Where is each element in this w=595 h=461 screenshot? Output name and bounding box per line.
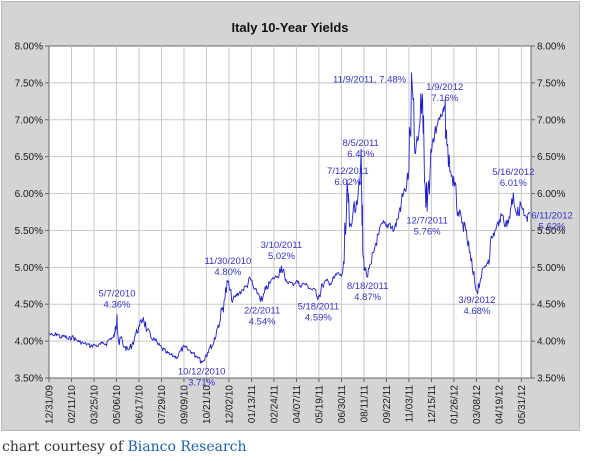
plot-area (48, 45, 532, 379)
x-tick-label: 02/24/11 (269, 385, 280, 424)
annotation-value-label: 5.62% (539, 222, 566, 233)
line-chart: 3.50% 3.50% 4.00% 4.00% 4.50% 4.50% 5.00% 5.00%… (15, 20, 573, 424)
annotation-value-label: 4.68% (463, 306, 490, 317)
annotation-date-label: 1/9/2012 (426, 82, 463, 93)
annotation-date-label: 11/30/2010 (204, 256, 251, 267)
x-tick-label: 06/30/11 (337, 385, 348, 424)
annotation-date-label: 7/12/2011 (327, 166, 369, 177)
annotation-value-label: 5.02% (268, 251, 295, 262)
y-axis-ticks: 3.50% 3.50% 4.00% 4.00% 4.50% 4.50% 5.00% 5.00%… (15, 42, 566, 385)
y-tick-label-right: 5.00% (537, 263, 565, 274)
annotation-value-label: 6.40% (347, 149, 374, 160)
y-tick-label-left: 6.00% (15, 189, 43, 200)
y-tick-label-right: 7.50% (537, 78, 565, 89)
y-tick-label-right: 5.50% (537, 226, 565, 237)
y-tick-label-right: 8.00% (537, 42, 565, 53)
y-tick-label-right: 7.00% (537, 115, 565, 126)
annotation-value-label: 4.80% (214, 267, 241, 278)
annotation-date-label: 5/18/2011 (298, 302, 340, 313)
x-tick-label: 01/26/12 (449, 385, 460, 424)
annotation-date-label: 2/2/2011 (244, 305, 280, 316)
annotation-value-label: 6.02% (334, 177, 361, 188)
caption-prefix: chart courtesy of (2, 439, 128, 455)
annotations: 5/7/20104.36%10/12/20103.71%11/30/20104.… (99, 74, 573, 388)
annotation-date-label: 5/7/2010 (99, 289, 136, 300)
annotation-date-label: 8/5/2011 (343, 138, 379, 149)
chart-caption: chart courtesy of Bianco Research (2, 439, 247, 455)
annotation-date-label: 11/9/2011, 7.48% (333, 74, 407, 85)
annotation-value-label: 5.76% (414, 226, 441, 237)
annotation-value-label: 4.59% (305, 313, 332, 324)
x-tick-label: 12/15/11 (427, 385, 438, 424)
y-tick-label-right: 4.50% (537, 300, 565, 311)
annotation-date-label: 12/7/2011 (406, 215, 448, 226)
x-tick-label: 12/31/09 (45, 385, 56, 424)
series-layer (48, 72, 530, 364)
x-tick-label: 05/06/10 (112, 385, 123, 424)
annotation-value-label: 6.01% (500, 178, 527, 189)
annotation-date-label: 3/9/2012 (458, 295, 495, 306)
annotation-date-label: 8/18/2011 (347, 281, 389, 292)
annotation-date-label: 6/11/2012 (531, 211, 573, 222)
x-tick-label: 02/11/10 (67, 385, 78, 424)
annotation-value-label: 3.71% (188, 378, 215, 389)
y-tick-label-left: 7.00% (15, 115, 43, 126)
y-tick-label-right: 6.50% (537, 152, 565, 163)
x-tick-label: 06/17/10 (134, 385, 145, 424)
y-tick-label-right: 6.00% (537, 189, 565, 200)
gridlines (49, 46, 531, 378)
y-tick-label-left: 8.00% (15, 42, 43, 53)
y-tick-label-left: 3.50% (15, 374, 43, 385)
x-tick-label: 01/13/11 (247, 385, 258, 424)
x-tick-label: 05/31/12 (517, 385, 528, 424)
x-tick-label: 07/29/10 (157, 385, 168, 424)
x-tick-label: 04/07/11 (292, 385, 303, 424)
yield-series-line (48, 72, 530, 364)
annotation-value-label: 7.16% (431, 93, 458, 104)
annotation-value-label: 4.36% (104, 300, 131, 311)
y-tick-label-right: 4.00% (537, 337, 565, 348)
x-tick-label: 08/11/11 (359, 385, 370, 423)
annotation-value-label: 4.87% (354, 292, 381, 303)
annotation-date-label: 3/10/2011 (261, 240, 303, 251)
chart-title: Italy 10-Year Yields (231, 20, 348, 35)
y-tick-label-left: 5.50% (15, 226, 43, 237)
y-tick-label-right: 3.50% (537, 374, 565, 385)
x-tick-label: 03/25/10 (89, 385, 100, 424)
x-tick-label: 05/19/11 (314, 385, 325, 424)
y-tick-label-left: 4.50% (15, 300, 43, 311)
source-link[interactable]: Bianco Research (127, 439, 247, 455)
y-tick-label-left: 7.50% (15, 78, 43, 89)
x-tick-label: 03/08/12 (472, 385, 483, 424)
annotation-value-label: 4.54% (249, 316, 276, 327)
y-tick-label-left: 4.00% (15, 337, 43, 348)
x-tick-label: 09/22/11 (382, 385, 393, 424)
annotation-date-label: 5/16/2012 (492, 167, 534, 178)
x-tick-label: 09/09/10 (179, 385, 190, 424)
x-axis-ticks: 12/31/09 02/11/10 03/25/10 05/06/10 06/17/10… (45, 378, 528, 424)
x-tick-label: 11/03/11 (404, 385, 415, 423)
y-tick-label-left: 5.00% (15, 263, 43, 274)
annotation-date-label: 10/12/2010 (178, 367, 226, 378)
chart-frame: 3.50% 3.50% 4.00% 4.00% 4.50% 4.50% 5.00% 5.00%… (1, 1, 580, 431)
y-tick-label-left: 6.50% (15, 152, 43, 163)
x-tick-label: 04/19/12 (494, 385, 505, 424)
x-tick-label: 10/21/10 (202, 385, 213, 424)
x-tick-label: 12/02/10 (224, 385, 235, 424)
